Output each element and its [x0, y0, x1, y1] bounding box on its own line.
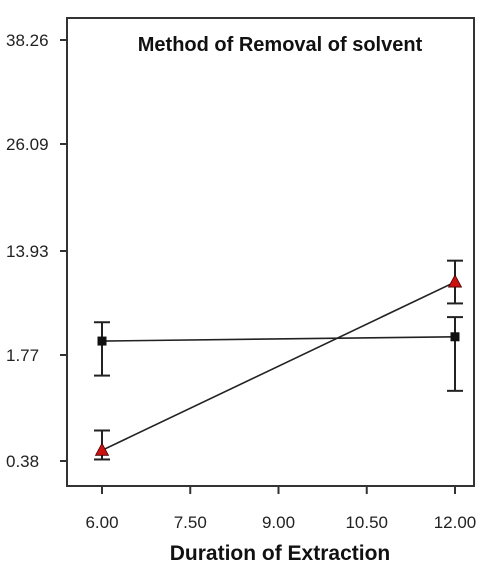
- data-point-triangle: [94, 442, 110, 456]
- y-axis: 0.38 1.77 13.93 26.09 38.26: [6, 31, 67, 471]
- series-2: [94, 259, 463, 461]
- plot-frame: [66, 17, 475, 487]
- x-tick-label: 6.00: [85, 513, 118, 532]
- series-1: [94, 316, 463, 392]
- series-layer: [94, 259, 463, 461]
- y-tick-label: 38.26: [6, 31, 49, 50]
- y-tick-label: 0.38: [6, 452, 39, 471]
- data-point-square: [97, 336, 107, 346]
- series-line: [101, 281, 456, 452]
- x-tick-label: 9.00: [262, 513, 295, 532]
- chart-title: Method of Removal of solvent: [138, 34, 423, 56]
- data-point-square: [450, 332, 460, 342]
- data-point-triangle: [447, 274, 463, 288]
- y-tick-label: 1.77: [6, 346, 39, 365]
- y-tick-label: 13.93: [6, 242, 49, 261]
- x-tick-label: 12.00: [434, 513, 477, 532]
- x-tick-label: 10.50: [345, 513, 388, 532]
- x-axis-title: Duration of Extraction: [170, 542, 391, 565]
- series-line: [101, 335, 456, 342]
- x-axis: 6.00 7.50 9.00 10.50 12.00: [85, 486, 476, 532]
- y-tick-label: 26.09: [6, 135, 49, 154]
- x-tick-label: 7.50: [174, 513, 207, 532]
